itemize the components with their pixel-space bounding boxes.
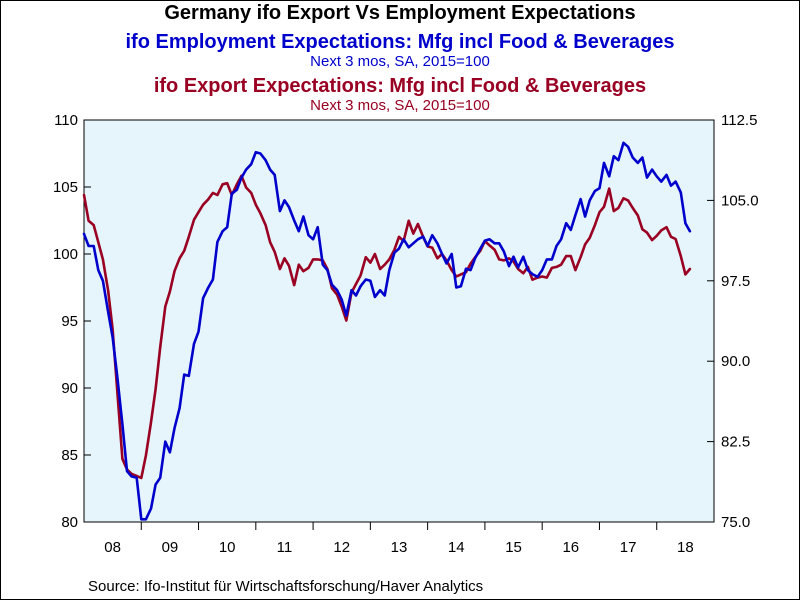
right-tick-label: 90.0: [721, 353, 750, 370]
left-tick-label: 100: [53, 246, 78, 263]
export-expectations-line: [82, 174, 692, 480]
export-series-subtitle: Next 3 mos, SA, 2015=100: [310, 97, 490, 114]
right-tick-label: 112.5: [721, 112, 757, 129]
left-tick-label: 85: [61, 447, 78, 464]
source-note: Source: Ifo-Institut für Wirtschaftsfors…: [88, 578, 484, 595]
x-tick-label: 09: [162, 539, 179, 556]
x-tick-label: 14: [448, 539, 465, 556]
employment-expectations-line: [82, 141, 692, 521]
right-tick-label: 75.0: [721, 514, 750, 531]
right-axis: 75.0 82.5 90.0 97.5 105.0 112.5: [707, 112, 759, 531]
plot-area: [83, 119, 715, 523]
x-tick-label: 11: [277, 539, 293, 556]
employment-series-title: ifo Employment Expectations: Mfg incl Fo…: [125, 31, 675, 53]
x-tick-label: 15: [505, 539, 522, 556]
right-tick-label: 82.5: [721, 434, 750, 451]
employment-series-subtitle: Next 3 mos, SA, 2015=100: [310, 53, 490, 70]
x-axis: 08 09 10 11 12 13 14 15 16 17 18: [104, 522, 694, 556]
x-tick-label: 08: [104, 539, 121, 556]
left-tick-label: 90: [61, 380, 78, 397]
x-tick-label: 12: [333, 539, 350, 556]
x-tick-label: 17: [620, 539, 637, 556]
x-tick-label: 10: [219, 539, 236, 556]
export-series-title: ifo Export Expectations: Mfg incl Food &…: [153, 75, 647, 97]
chart-title: Germany ifo Export Vs Employment Expecta…: [164, 2, 636, 24]
series-layer: [82, 141, 692, 521]
right-tick-label: 105.0: [721, 192, 759, 209]
x-tick-label: 16: [562, 539, 579, 556]
left-tick-label: 110: [54, 112, 78, 129]
x-tick-label: 13: [391, 539, 408, 556]
left-tick-label: 80: [61, 514, 78, 531]
left-tick-label: 95: [61, 313, 78, 330]
right-tick-label: 97.5: [721, 273, 750, 290]
left-axis: 80 85 90 95 100 105 110: [53, 112, 91, 531]
x-tick-label: 18: [677, 539, 694, 556]
left-tick-label: 105: [53, 179, 78, 196]
